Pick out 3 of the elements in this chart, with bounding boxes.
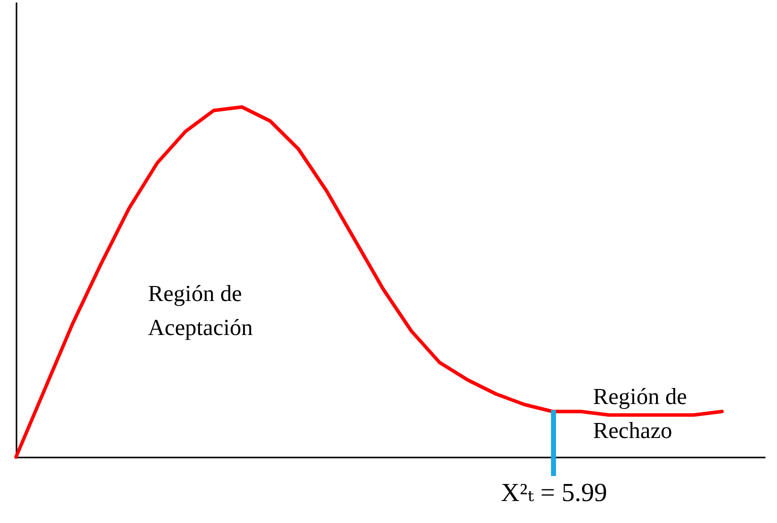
annotation: Región de Rechazo	[593, 384, 687, 443]
text: X²ₜ = 5.99	[500, 478, 608, 507]
annotation: Región de Aceptación	[148, 281, 254, 340]
